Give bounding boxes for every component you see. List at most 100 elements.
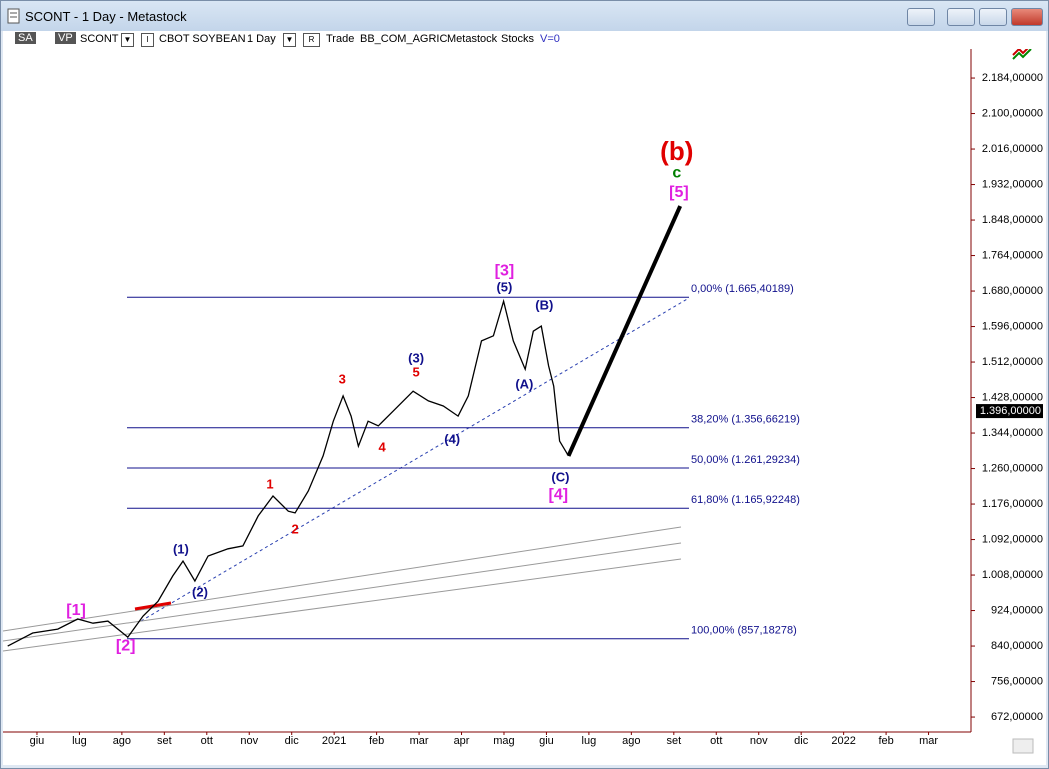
wave-label: (5) xyxy=(496,280,512,295)
trend-line xyxy=(140,297,690,622)
wave-label: 1 xyxy=(266,476,273,491)
x-tick-label: feb xyxy=(369,735,384,747)
app-icon xyxy=(7,8,20,24)
x-tick-label: ott xyxy=(710,735,722,747)
fib-label: 50,00% (1.261,29234) xyxy=(691,454,800,466)
y-tick-label: 1.932,00000 xyxy=(982,178,1043,190)
scrollbar[interactable] xyxy=(1012,738,1034,754)
channel-line xyxy=(3,558,682,652)
vp-button[interactable]: VP xyxy=(55,32,76,44)
x-tick-label: giu xyxy=(539,735,554,747)
x-tick-label: ott xyxy=(201,735,213,747)
window-title: SCONT - 1 Day - Metastock xyxy=(25,9,187,24)
x-tick-label: 2021 xyxy=(322,735,346,747)
x-tick-label: mag xyxy=(493,735,514,747)
channel-line xyxy=(3,542,682,642)
y-tick-label: 672,00000 xyxy=(991,711,1043,723)
wave-label: [4] xyxy=(549,486,569,503)
folder: BB_COM_AGRIC xyxy=(360,33,448,45)
wave-label: (B) xyxy=(535,298,553,313)
y-tick-label: 1.092,00000 xyxy=(982,533,1043,545)
dropdown[interactable]: R xyxy=(303,33,320,47)
projection-line xyxy=(566,205,683,457)
x-tick-label: nov xyxy=(240,735,258,747)
y-tick-label: 1.596,00000 xyxy=(982,320,1043,332)
y-tick-label: 924,00000 xyxy=(991,604,1043,616)
y-tick-label: 2.016,00000 xyxy=(982,143,1043,155)
y-tick-label: 1.512,00000 xyxy=(982,356,1043,368)
fib-label: 38,20% (1.356,66219) xyxy=(691,414,800,426)
x-tick-label: dic xyxy=(285,735,300,747)
chart: 672,00000 756,00000 840,00000 924,00000 1.00… xyxy=(3,49,1046,765)
x-tick-label: mar xyxy=(919,735,938,747)
y-tick-label: 1.008,00000 xyxy=(982,569,1043,581)
last-price-label: 1.396,00000 xyxy=(980,405,1041,417)
channel-line xyxy=(3,526,682,632)
y-tick-label: 1.344,00000 xyxy=(982,427,1043,439)
wave-label: [1] xyxy=(66,602,86,619)
symbol: SCONT xyxy=(80,33,119,45)
volume: V=0 xyxy=(540,33,560,45)
source: Metastock xyxy=(447,33,498,45)
close-button[interactable] xyxy=(1011,8,1043,26)
y-tick-label: 1.680,00000 xyxy=(982,285,1043,297)
x-tick-label: set xyxy=(157,735,172,747)
security-name: CBOT SOYBEAN xyxy=(159,33,246,45)
y-tick-label: 1.428,00000 xyxy=(982,391,1043,403)
y-tick-label: 756,00000 xyxy=(991,675,1043,687)
price-line xyxy=(7,298,570,647)
chart-background xyxy=(3,49,1046,765)
fib-label: 61,80% (1.165,92248) xyxy=(691,494,800,506)
dropdown[interactable]: ▼ xyxy=(121,33,134,47)
dropdown[interactable]: I xyxy=(141,33,154,47)
y-tick-label: 1.176,00000 xyxy=(982,498,1043,510)
fib-label: 100,00% (857,18278) xyxy=(691,625,797,637)
dropdown[interactable]: ▼ xyxy=(283,33,296,47)
trade-label: Trade xyxy=(326,33,355,45)
wave-label: [2] xyxy=(116,637,136,654)
minimize-button[interactable] xyxy=(947,8,975,26)
x-tick-label: apr xyxy=(454,735,470,747)
wave-label: 5 xyxy=(412,364,419,379)
maximize-button[interactable] xyxy=(979,8,1007,26)
y-tick-label: 840,00000 xyxy=(991,640,1043,652)
trend-lines xyxy=(3,297,690,652)
wave-label: (3) xyxy=(408,351,424,366)
x-tick-label: nov xyxy=(750,735,768,747)
x-tick-label: feb xyxy=(878,735,893,747)
x-tick-label: ago xyxy=(113,735,131,747)
x-tick-label: ago xyxy=(622,735,640,747)
toolbar-icon[interactable] xyxy=(1012,49,1032,60)
sa-button[interactable]: SA xyxy=(15,32,36,44)
x-tick-label: set xyxy=(666,735,681,747)
wave-label: (A) xyxy=(515,376,533,391)
wave-label: 4 xyxy=(379,440,387,455)
wave-label: (4) xyxy=(444,432,460,447)
toolbar: SA VP SCONT ▼ I CBOT SOYBEAN 1 Day ▼ R T… xyxy=(3,31,1046,49)
wave-label: (2) xyxy=(192,585,208,600)
y-tick-label: 1.260,00000 xyxy=(982,462,1043,474)
y-tick-label: 2.100,00000 xyxy=(982,107,1043,119)
x-tick-label: mar xyxy=(410,735,429,747)
wave-label: [5] xyxy=(669,184,689,201)
x-tick-label: giu xyxy=(30,735,45,747)
wave-label: [3] xyxy=(495,262,515,279)
x-tick-label: dic xyxy=(794,735,809,747)
wave-label: (1) xyxy=(173,542,189,557)
wave-label: 2 xyxy=(291,522,298,537)
wave-label: (b) xyxy=(660,136,693,166)
last-price-box xyxy=(976,404,1043,419)
restore-chart-button[interactable] xyxy=(907,8,935,26)
wave-label: 3 xyxy=(339,372,346,387)
periodicity: 1 Day xyxy=(247,33,276,45)
x-tick-label: lug xyxy=(582,735,597,747)
wave-label: c xyxy=(672,164,681,181)
y-tick-label: 2.184,00000 xyxy=(982,72,1043,84)
fib-label: 0,00% (1.665,40189) xyxy=(691,283,794,295)
y-tick-label: 1.848,00000 xyxy=(982,214,1043,226)
title-bar: SCONT - 1 Day - Metastock xyxy=(1,1,1048,31)
asset-type: Stocks xyxy=(501,33,535,45)
x-tick-label: 2022 xyxy=(831,735,855,747)
x-tick-label: lug xyxy=(72,735,87,747)
